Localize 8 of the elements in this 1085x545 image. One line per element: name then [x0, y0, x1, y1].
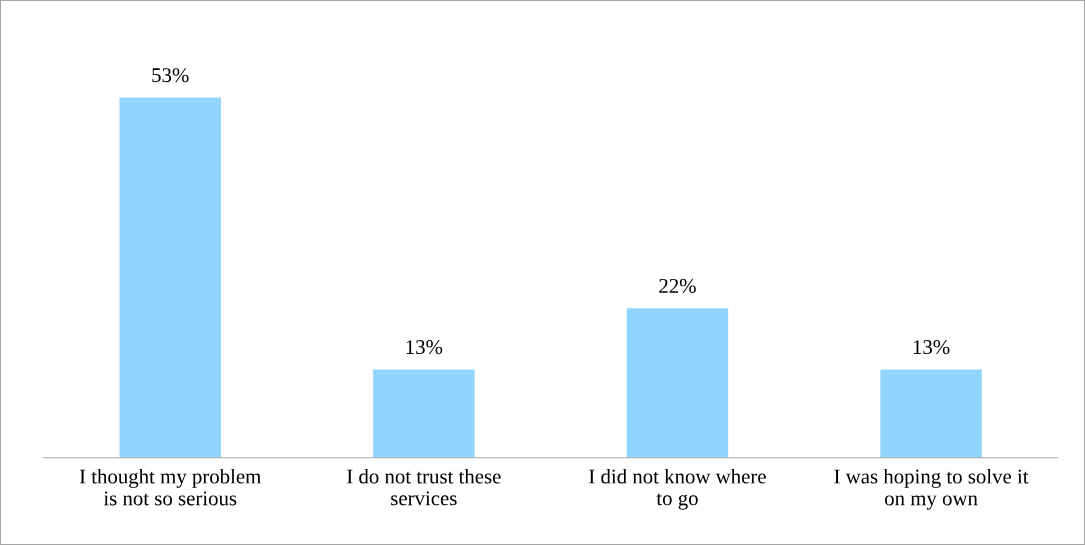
data-label: 13% — [913, 340, 950, 355]
data-label: 13% — [406, 340, 443, 355]
data-label: 53% — [152, 68, 189, 83]
x-tick-label: I did not know where to go — [589, 468, 766, 510]
x-tick-label: I was hoping to solve it on my own — [834, 468, 1029, 510]
x-tick-label: I do not trust these services — [347, 468, 501, 506]
x-tick-label: I thought my problem is not so serious — [79, 468, 262, 506]
data-label: 22% — [659, 278, 696, 293]
